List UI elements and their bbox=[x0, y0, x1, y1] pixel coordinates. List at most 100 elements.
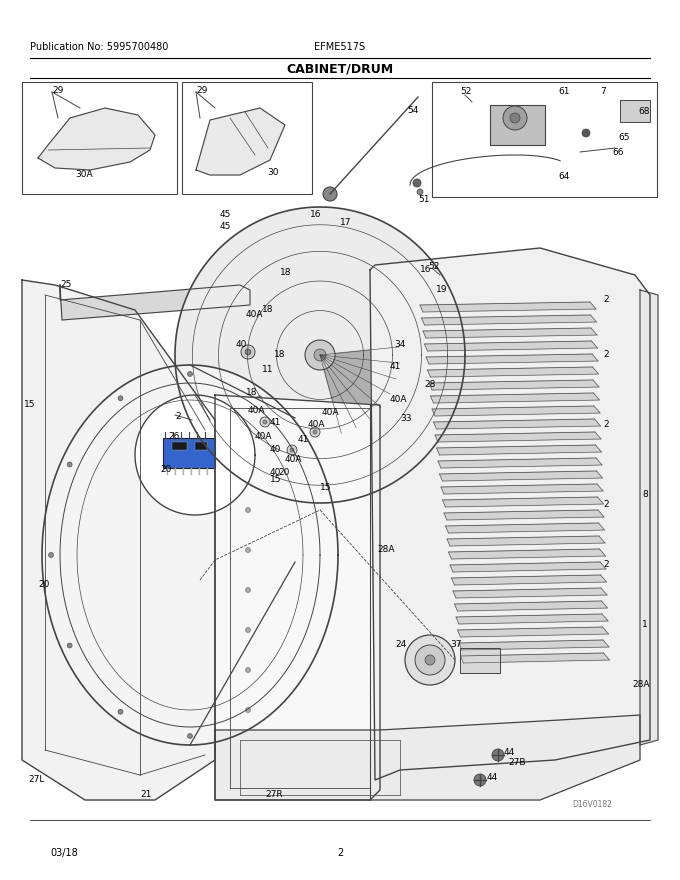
Circle shape bbox=[417, 189, 423, 195]
Polygon shape bbox=[428, 367, 598, 377]
Polygon shape bbox=[215, 715, 640, 800]
Text: 7: 7 bbox=[600, 87, 606, 96]
Text: 15: 15 bbox=[320, 483, 331, 492]
Circle shape bbox=[425, 655, 435, 665]
Text: 25: 25 bbox=[60, 280, 71, 289]
Text: 18: 18 bbox=[262, 305, 273, 314]
Circle shape bbox=[310, 427, 320, 437]
Polygon shape bbox=[423, 328, 597, 338]
Polygon shape bbox=[437, 445, 602, 455]
Text: 41: 41 bbox=[390, 362, 401, 371]
Text: 19: 19 bbox=[436, 285, 447, 294]
Text: 40: 40 bbox=[270, 468, 282, 477]
Circle shape bbox=[308, 643, 313, 648]
Bar bbox=[432, 82, 657, 197]
Circle shape bbox=[245, 708, 250, 713]
Polygon shape bbox=[424, 341, 598, 351]
Polygon shape bbox=[135, 395, 255, 515]
Text: 51: 51 bbox=[418, 195, 430, 204]
Circle shape bbox=[474, 774, 486, 786]
Text: EFME517S: EFME517S bbox=[314, 42, 366, 52]
Circle shape bbox=[582, 129, 590, 137]
Text: D16V0182: D16V0182 bbox=[572, 800, 612, 809]
Text: 41: 41 bbox=[298, 435, 309, 444]
Text: 2: 2 bbox=[603, 350, 609, 359]
Polygon shape bbox=[215, 395, 380, 800]
Polygon shape bbox=[445, 523, 605, 533]
Text: 20: 20 bbox=[160, 465, 171, 474]
Circle shape bbox=[245, 588, 250, 592]
Text: 2: 2 bbox=[603, 560, 609, 569]
Circle shape bbox=[492, 749, 504, 761]
Polygon shape bbox=[370, 248, 650, 780]
Bar bbox=[22, 82, 177, 194]
Polygon shape bbox=[422, 315, 596, 325]
Circle shape bbox=[510, 113, 520, 123]
Circle shape bbox=[308, 462, 313, 467]
Text: 20: 20 bbox=[278, 468, 290, 477]
Text: 15: 15 bbox=[24, 400, 35, 409]
Circle shape bbox=[257, 709, 262, 715]
Circle shape bbox=[263, 420, 267, 424]
Polygon shape bbox=[441, 484, 603, 494]
Text: 2: 2 bbox=[175, 412, 181, 421]
Text: 44: 44 bbox=[504, 748, 515, 757]
Text: 28A: 28A bbox=[377, 545, 394, 554]
Polygon shape bbox=[433, 419, 600, 429]
Text: 24: 24 bbox=[395, 640, 406, 649]
Circle shape bbox=[118, 396, 123, 400]
Polygon shape bbox=[439, 471, 602, 481]
Text: 28: 28 bbox=[424, 380, 435, 389]
Polygon shape bbox=[460, 653, 609, 663]
Circle shape bbox=[503, 106, 527, 130]
Text: 52: 52 bbox=[428, 262, 439, 271]
Bar bbox=[490, 105, 545, 145]
Polygon shape bbox=[458, 627, 609, 637]
Text: 16: 16 bbox=[420, 265, 432, 274]
Text: 20: 20 bbox=[38, 580, 50, 589]
Polygon shape bbox=[453, 588, 607, 598]
Text: 11: 11 bbox=[262, 365, 273, 374]
Text: 66: 66 bbox=[612, 148, 624, 157]
Text: 27B: 27B bbox=[508, 758, 526, 767]
Text: 17: 17 bbox=[340, 218, 352, 227]
Text: 65: 65 bbox=[618, 133, 630, 142]
Text: 27L: 27L bbox=[28, 775, 44, 784]
Polygon shape bbox=[42, 365, 338, 745]
Text: 45: 45 bbox=[220, 222, 231, 231]
Text: 2: 2 bbox=[603, 500, 609, 509]
Text: 68: 68 bbox=[638, 107, 649, 116]
Polygon shape bbox=[320, 347, 400, 434]
Text: 40A: 40A bbox=[285, 455, 303, 464]
Polygon shape bbox=[456, 614, 608, 624]
Text: 16: 16 bbox=[310, 210, 322, 219]
Text: 40A: 40A bbox=[248, 406, 265, 415]
Polygon shape bbox=[420, 302, 596, 312]
Circle shape bbox=[188, 371, 192, 377]
Bar bbox=[620, 100, 650, 122]
Polygon shape bbox=[432, 406, 600, 416]
Text: 40A: 40A bbox=[255, 432, 273, 441]
Bar bbox=[195, 442, 207, 450]
Text: Publication No: 5995700480: Publication No: 5995700480 bbox=[30, 42, 169, 52]
Circle shape bbox=[245, 668, 250, 672]
Polygon shape bbox=[435, 432, 601, 442]
Text: 21: 21 bbox=[140, 790, 152, 799]
Polygon shape bbox=[22, 280, 215, 800]
Text: 18: 18 bbox=[246, 388, 258, 397]
Circle shape bbox=[260, 417, 270, 427]
Text: 15: 15 bbox=[270, 475, 282, 484]
Circle shape bbox=[290, 448, 294, 452]
Bar bbox=[163, 438, 215, 468]
Text: 2: 2 bbox=[337, 848, 343, 858]
Polygon shape bbox=[444, 510, 604, 520]
Circle shape bbox=[257, 396, 262, 400]
Circle shape bbox=[305, 340, 335, 370]
Polygon shape bbox=[429, 380, 599, 390]
Text: CABINET/DRUM: CABINET/DRUM bbox=[286, 62, 394, 75]
Text: 1: 1 bbox=[642, 620, 648, 629]
Polygon shape bbox=[450, 562, 606, 572]
Circle shape bbox=[314, 349, 326, 361]
Circle shape bbox=[245, 428, 250, 432]
Text: 45: 45 bbox=[220, 210, 231, 219]
